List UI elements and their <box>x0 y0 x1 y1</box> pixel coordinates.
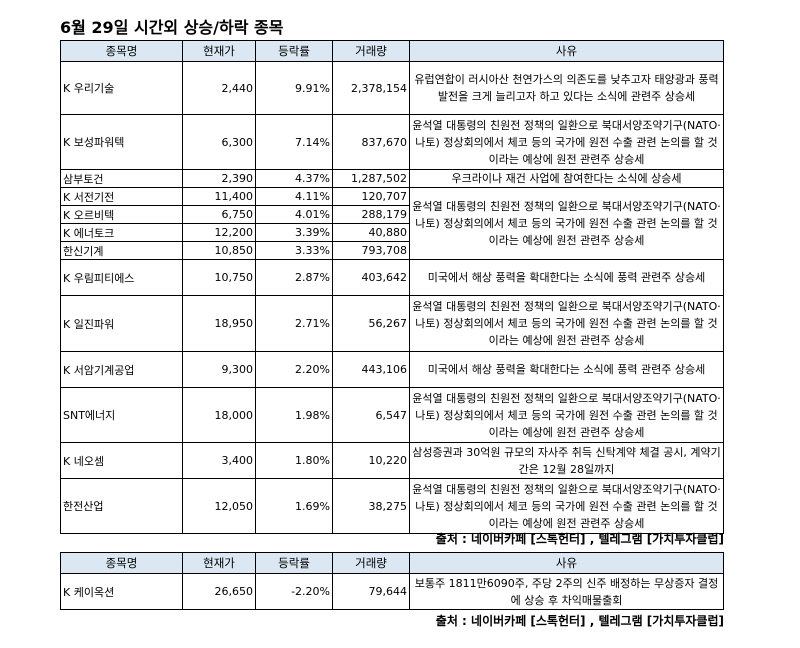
falling-stocks-table: 종목명 현재가 등락률 거래량 사유 K 케이옥션 26,650 -2.20% … <box>60 552 724 610</box>
table-row: K 우림피티에스 10,750 2.87% 403,642 미국에서 해상 풍력… <box>60 259 724 296</box>
table-row: SNT에너지 18,000 1.98% 6,547 윤석열 대통령의 친원전 정… <box>60 387 724 443</box>
stock-reason: 유럽연합이 러시아산 천연가스의 의존도를 낮추고자 태양광과 풍력 발전을 크… <box>409 61 724 115</box>
stock-reason: 윤석열 대통령의 친원전 정책의 일환으로 북대서양조약기구(NATO·나토) … <box>409 187 724 260</box>
stock-change: -2.20% <box>255 573 333 610</box>
rising-stocks-table: 종목명 현재가 등락률 거래량 사유 K 우리기술 2,440 9.91% 2,… <box>60 40 724 534</box>
stock-volume: 793,708 <box>332 241 410 260</box>
stock-reason: 윤석열 대통령의 친원전 정책의 일환으로 북대서양조약기구(NATO·나토) … <box>409 387 724 443</box>
stock-name: K 오르비텍 <box>60 205 183 224</box>
stock-volume: 288,179 <box>332 205 410 224</box>
stock-price: 26,650 <box>182 573 256 610</box>
source-credit: 출처 : 네이버카페 [스톡헌터] , 텔레그램 [가치투자클럽] <box>435 532 724 546</box>
stock-change: 4.37% <box>255 169 333 188</box>
stock-reason: 미국에서 해상 풍력을 확대한다는 소식에 풍력 관련주 상승세 <box>409 259 724 296</box>
stock-name: K 에너토크 <box>60 223 183 242</box>
header-price: 현재가 <box>182 40 256 62</box>
stock-change: 2.87% <box>255 259 333 296</box>
stock-price: 11,400 <box>182 187 256 206</box>
table-row: 한신기계 10,850 3.33% 793,708 <box>60 241 724 260</box>
stock-volume: 38,275 <box>332 478 410 534</box>
stock-reason: 우크라이나 재건 사업에 참여한다는 소식에 상승세 <box>409 169 724 188</box>
stock-reason: 보통주 1811만6090주, 주당 2주의 신주 배정하는 무상증자 결정에 … <box>409 573 724 610</box>
stock-volume: 1,287,502 <box>332 169 410 188</box>
table-row: K 서전기전 11,400 4.11% 120,707 윤석열 대통령의 친원전… <box>60 187 724 260</box>
stock-name: K 우림피티에스 <box>60 259 183 296</box>
stock-price: 2,390 <box>182 169 256 188</box>
table-header-row: 종목명 현재가 등락률 거래량 사유 <box>60 552 724 574</box>
stock-change: 4.01% <box>255 205 333 224</box>
stock-name: 한전산업 <box>60 478 183 534</box>
stock-price: 9,300 <box>182 351 256 388</box>
stock-volume: 443,106 <box>332 351 410 388</box>
header-price: 현재가 <box>182 552 256 574</box>
stock-name: K 일진파워 <box>60 295 183 352</box>
stock-reason: 삼성증권과 30억원 규모의 자사주 취득 신탁계약 체결 공시, 계약기간은 … <box>409 442 724 479</box>
stock-price: 3,400 <box>182 442 256 479</box>
stock-change: 4.11% <box>255 187 333 206</box>
stock-volume: 10,220 <box>332 442 410 479</box>
table-row: 삼부토건 2,390 4.37% 1,287,502 우크라이나 재건 사업에 … <box>60 169 724 188</box>
table-row: K 서암기계공업 9,300 2.20% 443,106 미국에서 해상 풍력을… <box>60 351 724 388</box>
header-volume: 거래량 <box>332 552 410 574</box>
stock-change: 1.69% <box>255 478 333 534</box>
stock-reason: 윤석열 대통령의 친원전 정책의 일환으로 북대서양조약기구(NATO·나토) … <box>409 114 724 170</box>
header-reason: 사유 <box>409 40 724 62</box>
stock-change: 3.33% <box>255 241 333 260</box>
stock-price: 2,440 <box>182 61 256 115</box>
table-row: K 케이옥션 26,650 -2.20% 79,644 보통주 1811만609… <box>60 573 724 610</box>
header-reason: 사유 <box>409 552 724 574</box>
table-row: 한전산업 12,050 1.69% 38,275 윤석열 대통령의 친원전 정책… <box>60 478 724 534</box>
page-title: 6월 29일 시간외 상승/하락 종목 <box>60 18 284 37</box>
header-volume: 거래량 <box>332 40 410 62</box>
stock-name: SNT에너지 <box>60 387 183 443</box>
stock-volume: 79,644 <box>332 573 410 610</box>
stock-volume: 837,670 <box>332 114 410 170</box>
stock-volume: 403,642 <box>332 259 410 296</box>
table-row: K 보성파워텍 6,300 7.14% 837,670 윤석열 대통령의 친원전… <box>60 114 724 170</box>
stock-change: 2.20% <box>255 351 333 388</box>
stock-change: 3.39% <box>255 223 333 242</box>
stock-volume: 6,547 <box>332 387 410 443</box>
stock-volume: 2,378,154 <box>332 61 410 115</box>
stock-name: K 서전기전 <box>60 187 183 206</box>
stock-change: 9.91% <box>255 61 333 115</box>
stock-change: 1.80% <box>255 442 333 479</box>
table-row: K 우리기술 2,440 9.91% 2,378,154 유럽연합이 러시아산 … <box>60 61 724 115</box>
stock-price: 6,300 <box>182 114 256 170</box>
stock-price: 10,750 <box>182 259 256 296</box>
stock-volume: 40,880 <box>332 223 410 242</box>
stock-change: 2.71% <box>255 295 333 352</box>
stock-price: 12,200 <box>182 223 256 242</box>
stock-change: 1.98% <box>255 387 333 443</box>
stock-name: K 보성파워텍 <box>60 114 183 170</box>
stock-price: 12,050 <box>182 478 256 534</box>
table-header-row: 종목명 현재가 등락률 거래량 사유 <box>60 40 724 62</box>
header-change: 등락률 <box>255 40 333 62</box>
stock-price: 6,750 <box>182 205 256 224</box>
stock-name: K 네오셈 <box>60 442 183 479</box>
stock-name: 삼부토건 <box>60 169 183 188</box>
source-credit: 출처 : 네이버카페 [스톡헌터] , 텔레그램 [가치투자클럽] <box>435 614 724 628</box>
stock-price: 18,000 <box>182 387 256 443</box>
table-row: K 일진파워 18,950 2.71% 56,267 윤석열 대통령의 친원전 … <box>60 295 724 352</box>
stock-reason: 윤석열 대통령의 친원전 정책의 일환으로 북대서양조약기구(NATO·나토) … <box>409 478 724 534</box>
table-row: K 네오셈 3,400 1.80% 10,220 삼성증권과 30억원 규모의 … <box>60 442 724 479</box>
stock-reason: 미국에서 해상 풍력을 확대한다는 소식에 풍력 관련주 상승세 <box>409 351 724 388</box>
stock-volume: 56,267 <box>332 295 410 352</box>
stock-change: 7.14% <box>255 114 333 170</box>
stock-name: K 케이옥션 <box>60 573 183 610</box>
stock-price: 10,850 <box>182 241 256 260</box>
stock-name: K 서암기계공업 <box>60 351 183 388</box>
stock-price: 18,950 <box>182 295 256 352</box>
header-name: 종목명 <box>60 40 183 62</box>
header-name: 종목명 <box>60 552 183 574</box>
stock-reason: 윤석열 대통령의 친원전 정책의 일환으로 북대서양조약기구(NATO·나토) … <box>409 295 724 352</box>
header-change: 등락률 <box>255 552 333 574</box>
stock-volume: 120,707 <box>332 187 410 206</box>
stock-name: 한신기계 <box>60 241 183 260</box>
stock-name: K 우리기술 <box>60 61 183 115</box>
